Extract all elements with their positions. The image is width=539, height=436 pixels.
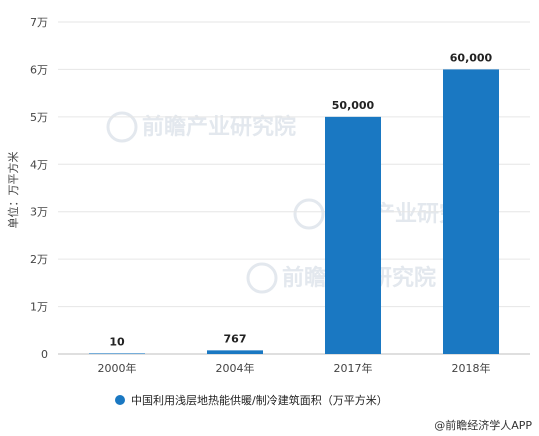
y-tick-label: 6万 — [30, 63, 48, 76]
watermark-logo-icon — [246, 262, 278, 294]
y-axis-ticks: 0 1万 2万 3万 4万 5万 6万 7万 — [30, 16, 48, 361]
y-tick-label: 4万 — [30, 158, 48, 171]
data-label: 767 — [224, 332, 247, 345]
x-tick-label: 2004年 — [216, 361, 255, 375]
data-label: 60,000 — [450, 51, 493, 64]
bar — [89, 353, 145, 354]
data-labels: 10 767 50,000 60,000 — [109, 51, 492, 348]
y-axis-title: 单位：万平方米 — [6, 152, 20, 229]
y-tick-label: 3万 — [30, 206, 48, 219]
legend: 中国利用浅层地热能供暖/制冷建筑面积（万平方米） — [115, 393, 388, 407]
watermark-logo-icon — [293, 198, 325, 230]
source-credit: @前瞻经济学人APP — [434, 418, 532, 432]
data-label: 50,000 — [332, 99, 375, 112]
bar — [443, 69, 499, 354]
legend-marker — [115, 395, 125, 405]
legend-label: 中国利用浅层地热能供暖/制冷建筑面积（万平方米） — [131, 393, 388, 407]
y-tick-label: 0 — [41, 348, 48, 361]
x-tick-label: 2000年 — [98, 361, 137, 375]
y-tick-label: 5万 — [30, 111, 48, 124]
bar — [325, 116, 381, 354]
watermark-logo-icon — [106, 111, 138, 143]
y-tick-label: 7万 — [30, 16, 48, 29]
x-axis-ticks: 2000年 2004年 2017年 2018年 — [98, 361, 491, 375]
data-label: 10 — [109, 335, 125, 348]
watermark: 前瞻产业研究院 前瞻产业研究院 前瞻产业研究院 — [106, 111, 483, 294]
bars — [89, 69, 499, 354]
y-tick-label: 1万 — [30, 301, 48, 314]
x-tick-label: 2017年 — [334, 361, 373, 375]
x-tick-label: 2018年 — [452, 361, 491, 375]
y-tick-label: 2万 — [30, 253, 48, 266]
watermark-text: 前瞻产业研究院 — [142, 114, 296, 140]
bar — [207, 350, 263, 354]
